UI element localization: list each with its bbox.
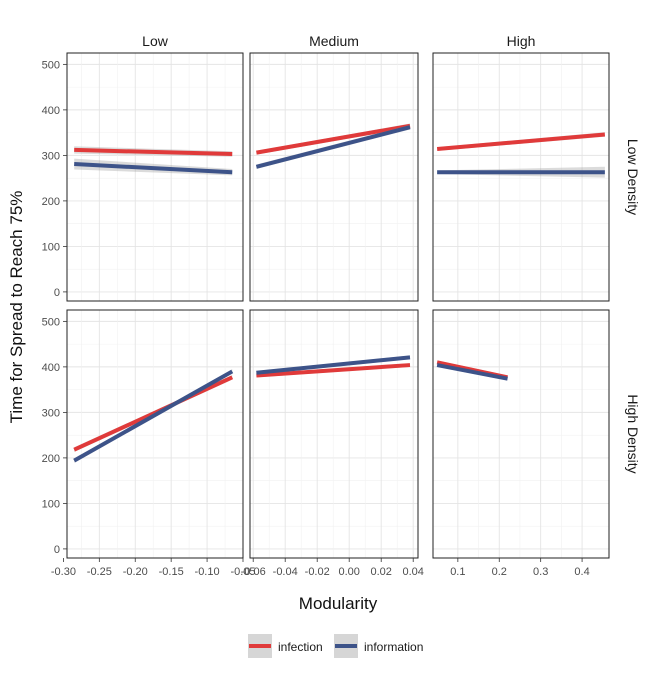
axes-layer: 0 100 200 300 400 500 0 100 200 300 400 500 -0.30 -0.…	[42, 59, 590, 578]
x-tick-label: 0.02	[370, 566, 391, 578]
x-tick-label: -0.06	[241, 566, 266, 578]
series-line-information	[436, 363, 508, 381]
facet-panel	[432, 52, 610, 302]
series-line-information	[73, 369, 234, 463]
y-tick-label: 500	[42, 59, 60, 71]
series-line-information	[256, 355, 411, 375]
x-tick-label: -0.10	[195, 566, 220, 578]
y-tick-label: 100	[42, 241, 60, 253]
y-tick-label: 0	[54, 287, 60, 299]
x-tick-label: -0.20	[123, 566, 148, 578]
y-tick-label: 500	[42, 316, 60, 328]
row-strip-label: High Density	[625, 394, 641, 473]
panel-border	[66, 309, 244, 559]
facet-panel	[249, 52, 419, 302]
y-tick-label: 200	[42, 196, 60, 208]
column-strip-label: Low	[142, 33, 169, 49]
x-tick-label: -0.25	[87, 566, 112, 578]
legend: infection information	[248, 634, 423, 658]
facet-strips: Low Medium High Low Density High Density	[142, 33, 641, 474]
column-strip-label: Medium	[309, 33, 359, 49]
x-tick-label: -0.04	[273, 566, 298, 578]
y-tick-label: 300	[42, 407, 60, 419]
panel-border	[249, 52, 419, 302]
x-tick-label: 0.2	[492, 566, 507, 578]
legend-label: information	[364, 640, 423, 654]
legend-label: infection	[278, 640, 323, 654]
y-tick-label: 0	[54, 544, 60, 556]
series-line-information	[255, 125, 411, 169]
panel-border	[249, 309, 419, 559]
series-line-infection	[73, 375, 234, 452]
series-line-infection	[256, 123, 411, 155]
x-tick-label: 0.00	[338, 566, 359, 578]
panel-background	[250, 310, 418, 558]
panel-border	[66, 52, 244, 302]
facet-panel	[249, 309, 419, 559]
facet-panel	[66, 52, 244, 302]
x-tick-label: 0.3	[533, 566, 548, 578]
panel-border	[432, 52, 610, 302]
panel-background	[250, 53, 418, 301]
y-tick-label: 100	[42, 498, 60, 510]
x-tick-label: -0.15	[159, 566, 184, 578]
panel-background	[433, 53, 609, 301]
x-tick-label: 0.04	[402, 566, 423, 578]
facet-panel	[432, 309, 610, 559]
y-tick-label: 200	[42, 453, 60, 465]
x-tick-label: 0.4	[574, 566, 589, 578]
x-axis-title: Modularity	[299, 594, 378, 613]
y-tick-label: 400	[42, 105, 60, 117]
y-tick-label: 400	[42, 362, 60, 374]
column-strip-label: High	[507, 33, 536, 49]
x-tick-label: -0.30	[51, 566, 76, 578]
series-line-infection	[256, 363, 411, 378]
x-tick-label: -0.05	[230, 566, 255, 578]
legend-item-infection: infection	[248, 634, 323, 658]
y-axis-title: Time for Spread to Reach 75%	[7, 191, 26, 424]
x-tick-label: -0.02	[305, 566, 330, 578]
series-line-infection	[436, 132, 606, 152]
panels-layer	[66, 52, 610, 559]
series-line-information	[74, 162, 233, 175]
facet-panel	[66, 309, 244, 559]
row-strip-label: Low Density	[625, 139, 641, 215]
panel-background	[433, 310, 609, 558]
series-line-infection	[74, 147, 233, 157]
legend-item-information: information	[334, 634, 423, 658]
y-tick-label: 300	[42, 150, 60, 162]
panel-background	[67, 310, 243, 558]
x-tick-label: 0.1	[450, 566, 465, 578]
panel-background	[67, 53, 243, 301]
panel-border	[432, 309, 610, 559]
